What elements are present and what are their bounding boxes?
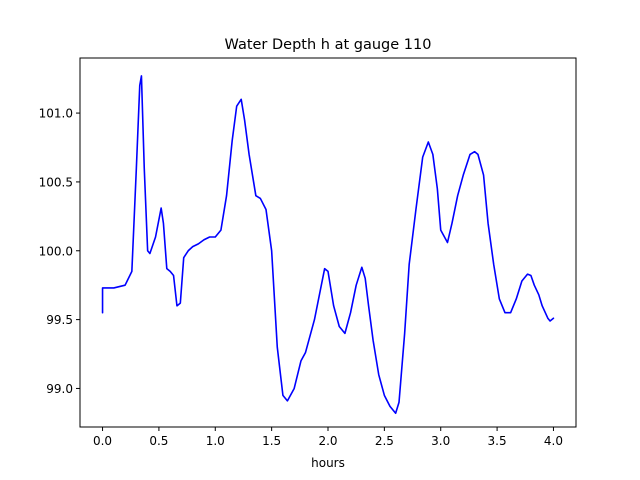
y-tick-label: 100.5 [39, 175, 73, 189]
chart-title: Water Depth h at gauge 110 [225, 37, 432, 53]
x-tick-label: 3.5 [488, 434, 507, 448]
x-tick-label: 2.0 [318, 434, 337, 448]
series-line-0 [101, 75, 555, 415]
y-tick-label: 100.0 [39, 244, 73, 258]
y-tick-label: 99.5 [46, 313, 73, 327]
y-tick-label: 99.0 [46, 382, 73, 396]
x-tick-label: 1.0 [206, 434, 225, 448]
y-tick-label: 101.0 [39, 107, 73, 121]
x-tick-label: 3.0 [431, 434, 450, 448]
x-tick-label: 4.0 [544, 434, 563, 448]
x-tick-label: 0.0 [93, 434, 112, 448]
x-tick-label: 1.5 [262, 434, 281, 448]
x-axis: 0.0 0.5 1.0 1.5 2.0 2.5 3.0 3.5 4.0 [93, 427, 563, 448]
x-axis-label: hours [311, 456, 345, 470]
x-tick-label: 2.5 [375, 434, 394, 448]
y-axis: 99.0 99.5 100.0 100.5 101.0 [39, 107, 80, 396]
x-tick-label: 0.5 [149, 434, 168, 448]
